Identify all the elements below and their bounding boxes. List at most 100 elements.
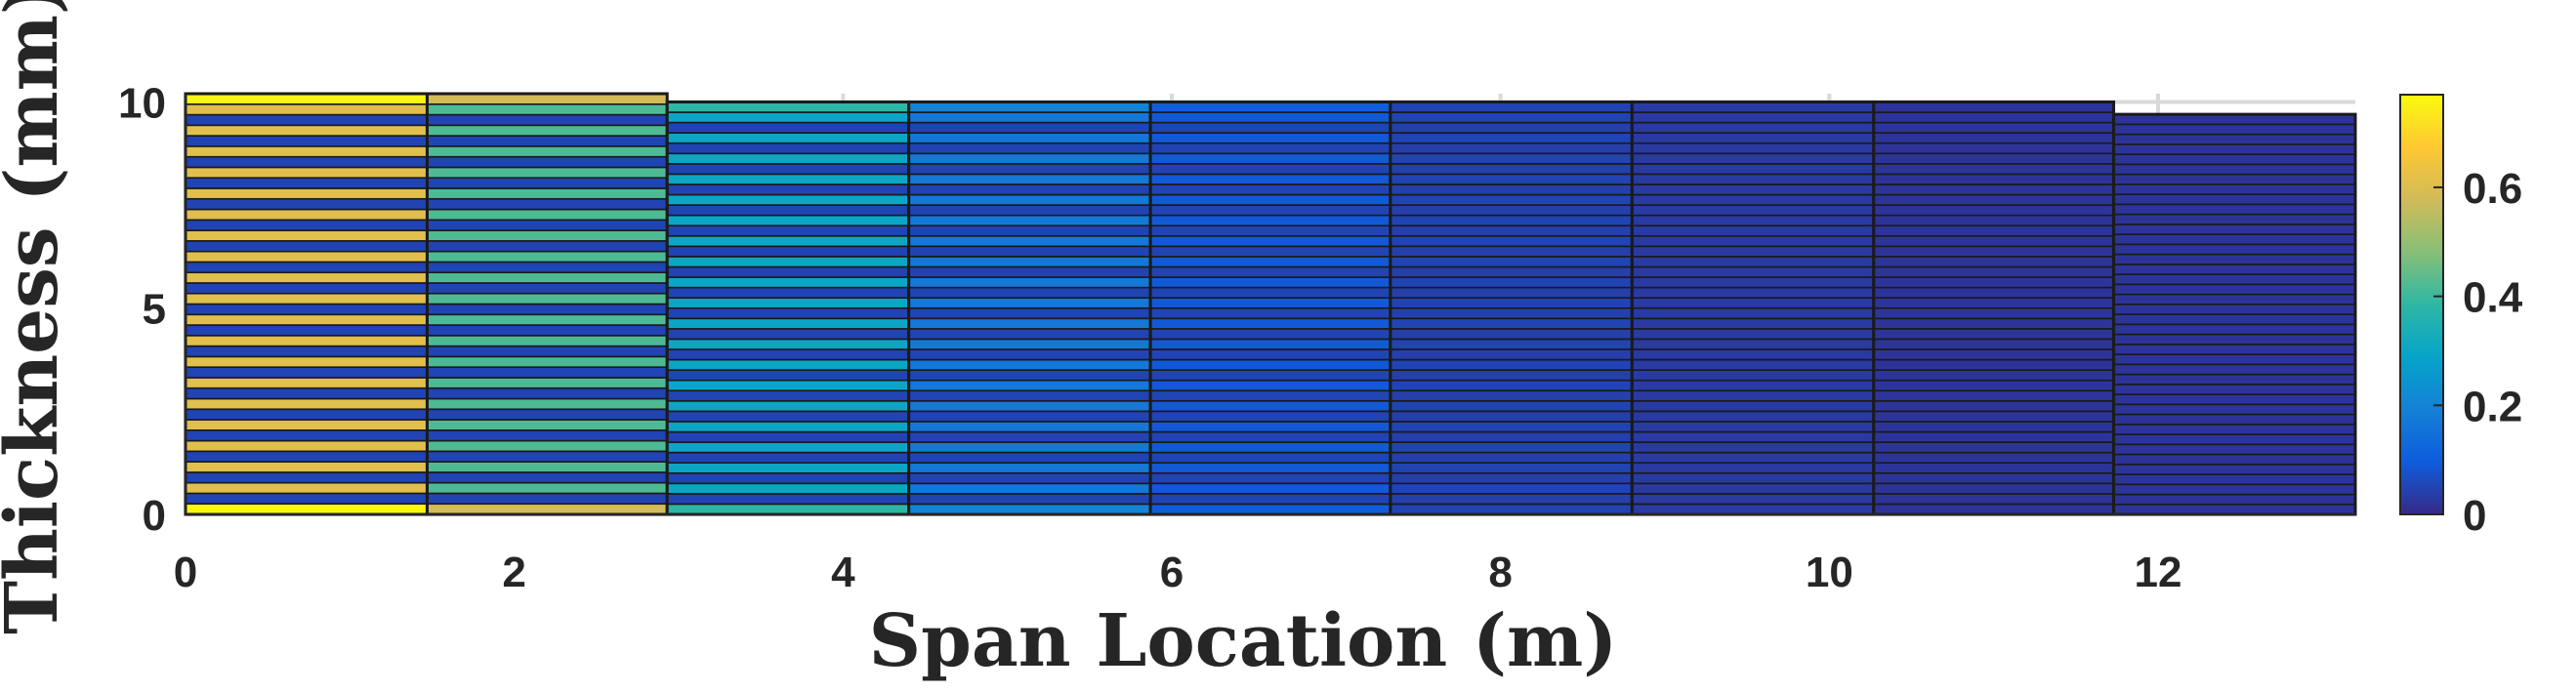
cell-s8-l1 (2112, 493, 2356, 506)
cell-s4-l28 (1149, 214, 1392, 227)
cell-s6-l30 (1631, 193, 1875, 206)
cell-s6-l31 (1631, 183, 1875, 196)
cell-s4-l35 (1149, 142, 1392, 155)
cell-s0-l28 (185, 208, 429, 222)
cell-s3-l39 (907, 101, 1151, 113)
cell-s4-l23 (1149, 265, 1392, 278)
cell-s8-l36 (2112, 143, 2356, 155)
cell-s7-l26 (1872, 234, 2115, 248)
cell-s0-l26 (185, 229, 429, 242)
cell-s1-l22 (426, 271, 669, 284)
cell-s2-l29 (666, 204, 910, 217)
cell-s4-l13 (1149, 369, 1392, 382)
cell-s3-l20 (907, 297, 1151, 309)
cell-s5-l18 (1390, 317, 1634, 330)
cell-s4-l4 (1149, 462, 1392, 474)
cell-s0-l16 (185, 335, 429, 347)
x-axis-label: Span Location (m) (869, 599, 1618, 683)
cell-s1-l23 (426, 261, 669, 273)
cell-s2-l5 (666, 451, 910, 464)
cell-s6-l24 (1631, 256, 1875, 268)
cell-s3-l7 (907, 430, 1151, 443)
cell-s8-l38 (2112, 123, 2356, 136)
cell-s3-l26 (907, 234, 1151, 248)
cell-s3-l9 (907, 410, 1151, 423)
cell-s3-l27 (907, 224, 1151, 237)
cell-s6-l28 (1631, 214, 1875, 227)
cell-s2-l14 (666, 358, 910, 371)
cell-s6-l10 (1631, 399, 1875, 413)
cell-s7-l6 (1872, 441, 2115, 454)
cell-s2-l28 (666, 214, 910, 227)
cell-s5-l19 (1390, 306, 1634, 320)
cell-s3-l17 (907, 328, 1151, 341)
cell-s5-l31 (1390, 183, 1634, 196)
cell-s3-l24 (907, 256, 1151, 268)
cell-s1-l4 (426, 461, 669, 473)
cell-s2-l6 (666, 441, 910, 454)
cell-s7-l38 (1872, 111, 2115, 124)
cell-s2-l0 (666, 503, 910, 515)
cell-s3-l23 (907, 265, 1151, 278)
cell-s7-l23 (1872, 265, 2115, 278)
cell-s2-l25 (666, 245, 910, 258)
cell-s8-l18 (2112, 323, 2356, 336)
cell-s7-l10 (1872, 399, 2115, 413)
cell-s5-l7 (1390, 430, 1634, 443)
cell-s0-l38 (185, 102, 429, 116)
cell-s5-l0 (1390, 503, 1634, 515)
cell-s2-l13 (666, 369, 910, 382)
cell-s8-l31 (2112, 193, 2356, 206)
colorbar-tick-labels: 0 0.2 0.4 0.6 (2433, 165, 2523, 540)
cell-s4-l7 (1149, 430, 1392, 443)
cell-s3-l34 (907, 152, 1151, 165)
cell-s6-l23 (1631, 265, 1875, 278)
cell-s2-l31 (666, 183, 910, 196)
cell-s0-l5 (185, 450, 429, 463)
cell-s3-l2 (907, 482, 1151, 495)
cell-s0-l18 (185, 313, 429, 326)
cell-s2-l4 (666, 462, 910, 474)
cell-s0-l35 (185, 135, 429, 147)
cell-s4-l24 (1149, 256, 1392, 268)
cell-s0-l12 (185, 377, 429, 389)
cell-s7-l14 (1872, 358, 2115, 371)
cell-s8-l10 (2112, 403, 2356, 416)
cell-s5-l5 (1390, 451, 1634, 464)
cell-s7-l25 (1872, 245, 2115, 258)
cell-s8-l20 (2112, 304, 2356, 315)
cell-s5-l4 (1390, 462, 1634, 474)
cell-s5-l10 (1390, 399, 1634, 413)
cell-s7-l8 (1872, 421, 2115, 433)
cell-s3-l38 (907, 111, 1151, 124)
cell-s6-l22 (1631, 276, 1875, 289)
cell-s7-l28 (1872, 214, 2115, 227)
cell-s4-l12 (1149, 379, 1392, 392)
cell-s8-l24 (2112, 264, 2356, 275)
cell-s0-l21 (185, 282, 429, 295)
cell-s4-l34 (1149, 152, 1392, 165)
cell-s5-l30 (1390, 193, 1634, 206)
cell-s7-l36 (1872, 132, 2115, 144)
cell-s5-l8 (1390, 421, 1634, 433)
cell-s8-l2 (2112, 483, 2356, 496)
cell-s1-l29 (426, 197, 669, 211)
cell-s5-l11 (1390, 389, 1634, 402)
cell-s7-l17 (1872, 328, 2115, 341)
cell-s3-l12 (907, 379, 1151, 392)
cell-s8-l23 (2112, 273, 2356, 286)
cell-s4-l27 (1149, 224, 1392, 237)
cell-s6-l7 (1631, 430, 1875, 443)
cell-s3-l18 (907, 317, 1151, 330)
cell-s6-l9 (1631, 410, 1875, 423)
cell-s8-l0 (2112, 503, 2356, 515)
cell-s7-l20 (1872, 297, 2115, 309)
cell-s1-l2 (426, 481, 669, 495)
cell-s1-l13 (426, 366, 669, 379)
cell-s8-l12 (2112, 383, 2356, 395)
cell-s5-l34 (1390, 152, 1634, 165)
colorbar-gradient (2399, 94, 2444, 515)
cell-s2-l3 (666, 471, 910, 485)
cell-s2-l23 (666, 265, 910, 278)
